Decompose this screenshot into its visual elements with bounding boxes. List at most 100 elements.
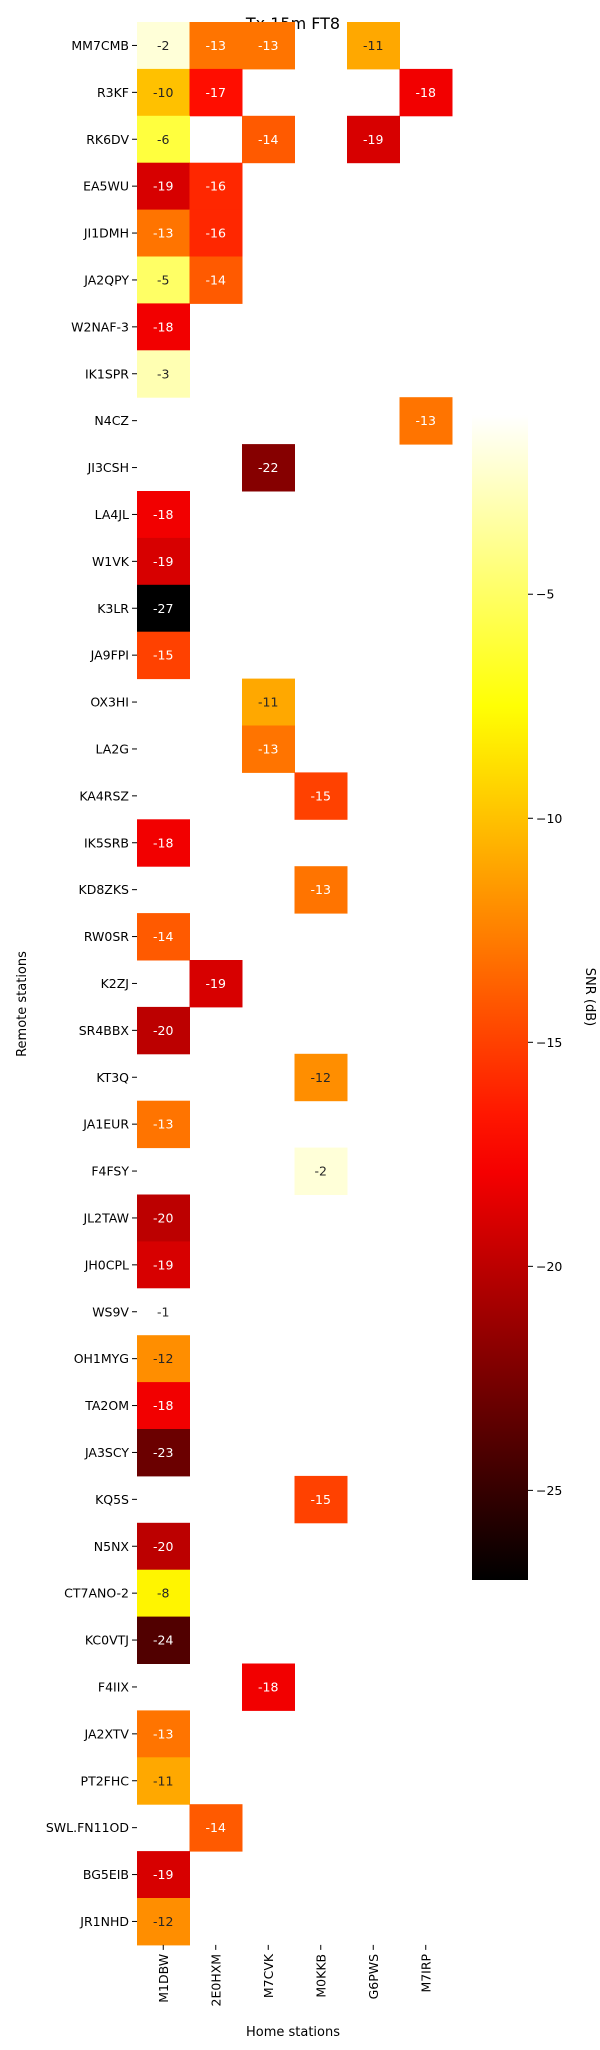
y-tick-label: K3LR — [97, 601, 129, 616]
x-tick-label: 2E0HXM — [208, 1954, 223, 2007]
cell-value-label: -13 — [258, 38, 278, 53]
heatmap-cell — [137, 68, 190, 117]
y-tick-label: F4IIX — [98, 1679, 130, 1694]
heatmap-cell — [137, 631, 190, 680]
heatmap-cell — [242, 1663, 295, 1711]
heatmap-cell — [294, 1475, 348, 1524]
cell-value-label: -19 — [363, 132, 383, 147]
cell-value-label: -5 — [157, 272, 169, 287]
x-tick-label: M7IRP — [418, 1953, 433, 1992]
cell-value-label: -13 — [153, 1117, 173, 1132]
y-tick-label: IK5SRB — [84, 835, 129, 850]
y-tick-label: JI1DMH — [83, 226, 129, 241]
heatmap-cell — [242, 725, 295, 773]
heatmap-cell — [137, 1569, 190, 1618]
y-tick-label: EA5WU — [83, 179, 129, 194]
heatmap-cell — [137, 1851, 190, 1899]
heatmap-cell — [189, 1804, 243, 1852]
heatmap-cell — [189, 960, 243, 1008]
cell-value-label: -14 — [258, 132, 278, 147]
y-tick-label: RK6DV — [86, 132, 129, 147]
y-tick-label: JA3SCY — [84, 1445, 129, 1460]
colorbar-tick-label: −25 — [536, 1483, 562, 1498]
x-axis: M1DBW 2E0HXM M7CVK M0KKB G6PWS M7IRP — [156, 1944, 433, 2007]
cell-value-label: -13 — [206, 38, 226, 53]
y-tick-label: JA2XTV — [83, 1726, 129, 1741]
heatmap-cell — [137, 209, 190, 257]
cell-value-label: -3 — [157, 366, 169, 381]
y-axis: MM7CMB R3KF RK6DV EA5WU JI1DMH JA2QPY W2NAF-3 I… — [46, 38, 137, 1929]
cell-value-label: -2 — [157, 38, 169, 53]
y-tick-label: SWL.FN11OD — [46, 1820, 129, 1835]
y-tick-label: KD8ZKS — [79, 882, 130, 897]
cell-value-label: -13 — [416, 413, 436, 428]
cell-value-label: -12 — [311, 1070, 331, 1085]
heatmap-cell — [399, 397, 453, 445]
y-tick-label: KC0VTJ — [85, 1633, 129, 1648]
cell-value-label: -18 — [153, 319, 173, 334]
y-tick-label: WS9V — [92, 1304, 129, 1319]
colorbar-tick-label: −20 — [536, 1259, 562, 1274]
cell-value-label: -19 — [153, 1867, 173, 1882]
cell-value-label: -24 — [153, 1633, 173, 1648]
heatmap-cells: -2 -13 -13 -11 -10 -17 -18 -6 -14 -19 -19 -16 -13 -16… — [137, 22, 453, 1946]
cell-value-label: -19 — [153, 554, 173, 569]
y-tick-label: W1VK — [92, 554, 130, 569]
heatmap-cell — [137, 1522, 190, 1571]
y-tick-label: JI3CSH — [87, 460, 129, 475]
heatmap-cell — [137, 1335, 190, 1383]
cell-value-label: -17 — [206, 85, 226, 100]
y-tick-label: KA4RSZ — [79, 788, 129, 803]
cell-value-label: -10 — [153, 85, 173, 100]
heatmap-cell — [137, 162, 190, 211]
heatmap-cell — [137, 819, 190, 867]
colorbar-label: SNR (dB) — [582, 968, 597, 1026]
cell-value-label: -13 — [311, 882, 331, 897]
x-axis-label: Home stations — [246, 2025, 340, 2040]
y-tick-label: BG5EIB — [83, 1867, 129, 1882]
heatmap-cell — [137, 256, 190, 304]
heatmap-cell — [242, 678, 295, 726]
heatmap-cell — [294, 866, 348, 914]
cell-value-label: -18 — [258, 1679, 278, 1694]
y-tick-label: JH0CPL — [84, 1257, 129, 1272]
heatmap-cell — [242, 115, 295, 164]
y-tick-label: MM7CMB — [71, 38, 129, 53]
heatmap-cell — [294, 772, 348, 820]
y-tick-label: TA2OM — [84, 1398, 129, 1413]
heatmap-cell — [137, 913, 190, 961]
heatmap-cell — [189, 162, 243, 211]
y-tick-label: JA2QPY — [83, 272, 129, 287]
heatmap-cell — [189, 22, 243, 70]
y-tick-label: LA2G — [96, 741, 129, 756]
y-tick-label: JL2TAW — [83, 1210, 130, 1225]
heatmap-cell — [137, 1241, 190, 1289]
y-tick-label: N5NX — [94, 1539, 130, 1554]
y-tick-label: OX3HI — [90, 695, 129, 710]
cell-value-label: -16 — [206, 226, 226, 241]
heatmap-cell — [137, 1100, 190, 1149]
colorbar-ticks: −5 −10 −15 −20 −25 — [528, 587, 562, 1498]
cell-value-label: -20 — [153, 1539, 173, 1554]
y-tick-label: LA4JL — [95, 507, 129, 522]
cell-value-label: -12 — [153, 1351, 173, 1366]
cell-value-label: -13 — [153, 226, 173, 241]
cell-value-label: -13 — [258, 741, 278, 756]
y-tick-label: RW0SR — [84, 929, 129, 944]
heatmap-cell — [294, 1053, 348, 1102]
colorbar-gradient — [472, 415, 528, 1580]
heatmap-cell — [137, 350, 190, 398]
colorbar-tick-label: −5 — [536, 587, 554, 602]
heatmap-cell — [347, 22, 400, 70]
heatmap-cell — [137, 1710, 190, 1758]
cell-value-label: -16 — [206, 179, 226, 194]
cell-value-label: -27 — [153, 601, 173, 616]
heatmap-cell — [137, 491, 190, 539]
x-tick-label: M7CVK — [261, 1953, 276, 1998]
heatmap-cell — [137, 584, 190, 633]
cell-value-label: -8 — [157, 1586, 170, 1601]
y-tick-label: JR1NHD — [79, 1914, 129, 1929]
x-tick-label: M1DBW — [156, 1954, 171, 2003]
cell-value-label: -18 — [153, 1398, 173, 1413]
y-tick-label: CT7ANO-2 — [64, 1586, 129, 1601]
